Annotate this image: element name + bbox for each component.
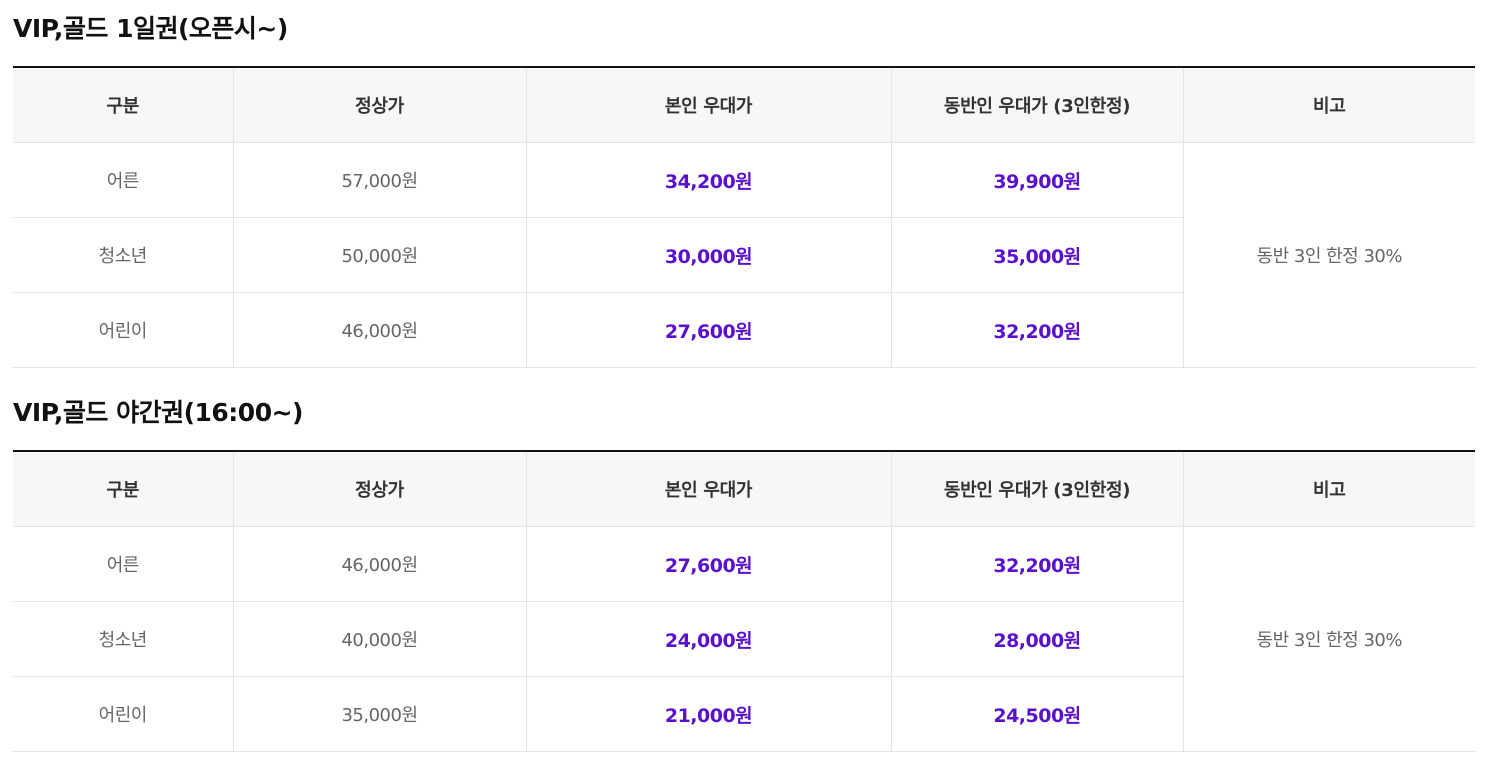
header-self-discount-price: 본인 우대가 bbox=[525, 67, 891, 143]
note-cell: 동반 3인 한정 30% bbox=[1182, 142, 1475, 368]
header-self-discount-price: 본인 우대가 bbox=[525, 451, 891, 527]
regular-price-cell: 50,000원 bbox=[232, 217, 526, 293]
companion-discount-price-cell: 32,200원 bbox=[890, 292, 1183, 368]
header-regular-price: 정상가 bbox=[232, 67, 526, 143]
section-title: VIP,골드 1일권(오픈시~) bbox=[13, 14, 288, 43]
table-row: 청소년 50,000원 30,000원 35,000원 bbox=[13, 217, 1475, 293]
category-cell: 어른 bbox=[13, 142, 233, 218]
table-row: 어린이 35,000원 21,000원 24,500원 bbox=[13, 676, 1475, 752]
regular-price-cell: 40,000원 bbox=[232, 601, 526, 677]
note-cell: 동반 3인 한정 30% bbox=[1182, 526, 1475, 752]
category-cell: 어린이 bbox=[13, 292, 233, 368]
table-row: 청소년 40,000원 24,000원 28,000원 bbox=[13, 601, 1475, 677]
header-companion-discount-price: 동반인 우대가 (3인한정) bbox=[890, 451, 1183, 527]
regular-price-cell: 35,000원 bbox=[232, 676, 526, 752]
category-cell: 어른 bbox=[13, 526, 233, 602]
header-regular-price: 정상가 bbox=[232, 451, 526, 527]
table-header-row: 구분 정상가 본인 우대가 동반인 우대가 (3인한정) 비고 bbox=[13, 67, 1475, 143]
price-table: 구분 정상가 본인 우대가 동반인 우대가 (3인한정) 비고 어른 57,00… bbox=[13, 66, 1475, 368]
price-table: 구분 정상가 본인 우대가 동반인 우대가 (3인한정) 비고 어른 46,00… bbox=[13, 450, 1475, 752]
self-discount-price-cell: 34,200원 bbox=[525, 142, 891, 218]
companion-discount-price-cell: 32,200원 bbox=[890, 526, 1183, 602]
section-title: VIP,골드 야간권(16:00~) bbox=[13, 398, 303, 427]
companion-discount-price-cell: 28,000원 bbox=[890, 601, 1183, 677]
self-discount-price-cell: 27,600원 bbox=[525, 526, 891, 602]
table-row: 어른 46,000원 27,600원 32,200원 동반 3인 한정 30% bbox=[13, 526, 1475, 752]
self-discount-price-cell: 21,000원 bbox=[525, 676, 891, 752]
regular-price-cell: 57,000원 bbox=[232, 142, 526, 218]
table-row: 어린이 46,000원 27,600원 32,200원 bbox=[13, 292, 1475, 368]
table-row: 어른 57,000원 34,200원 39,900원 동반 3인 한정 30% bbox=[13, 142, 1475, 368]
regular-price-cell: 46,000원 bbox=[232, 526, 526, 602]
self-discount-price-cell: 30,000원 bbox=[525, 217, 891, 293]
regular-price-cell: 46,000원 bbox=[232, 292, 526, 368]
category-cell: 어린이 bbox=[13, 676, 233, 752]
header-note: 비고 bbox=[1182, 67, 1475, 143]
self-discount-price-cell: 27,600원 bbox=[525, 292, 891, 368]
header-companion-discount-price: 동반인 우대가 (3인한정) bbox=[890, 67, 1183, 143]
category-cell: 청소년 bbox=[13, 217, 233, 293]
companion-discount-price-cell: 24,500원 bbox=[890, 676, 1183, 752]
self-discount-price-cell: 24,000원 bbox=[525, 601, 891, 677]
header-note: 비고 bbox=[1182, 451, 1475, 527]
table-header-row: 구분 정상가 본인 우대가 동반인 우대가 (3인한정) 비고 bbox=[13, 451, 1475, 527]
companion-discount-price-cell: 35,000원 bbox=[890, 217, 1183, 293]
header-category: 구분 bbox=[13, 451, 233, 527]
companion-discount-price-cell: 39,900원 bbox=[890, 142, 1183, 218]
header-category: 구분 bbox=[13, 67, 233, 143]
category-cell: 청소년 bbox=[13, 601, 233, 677]
